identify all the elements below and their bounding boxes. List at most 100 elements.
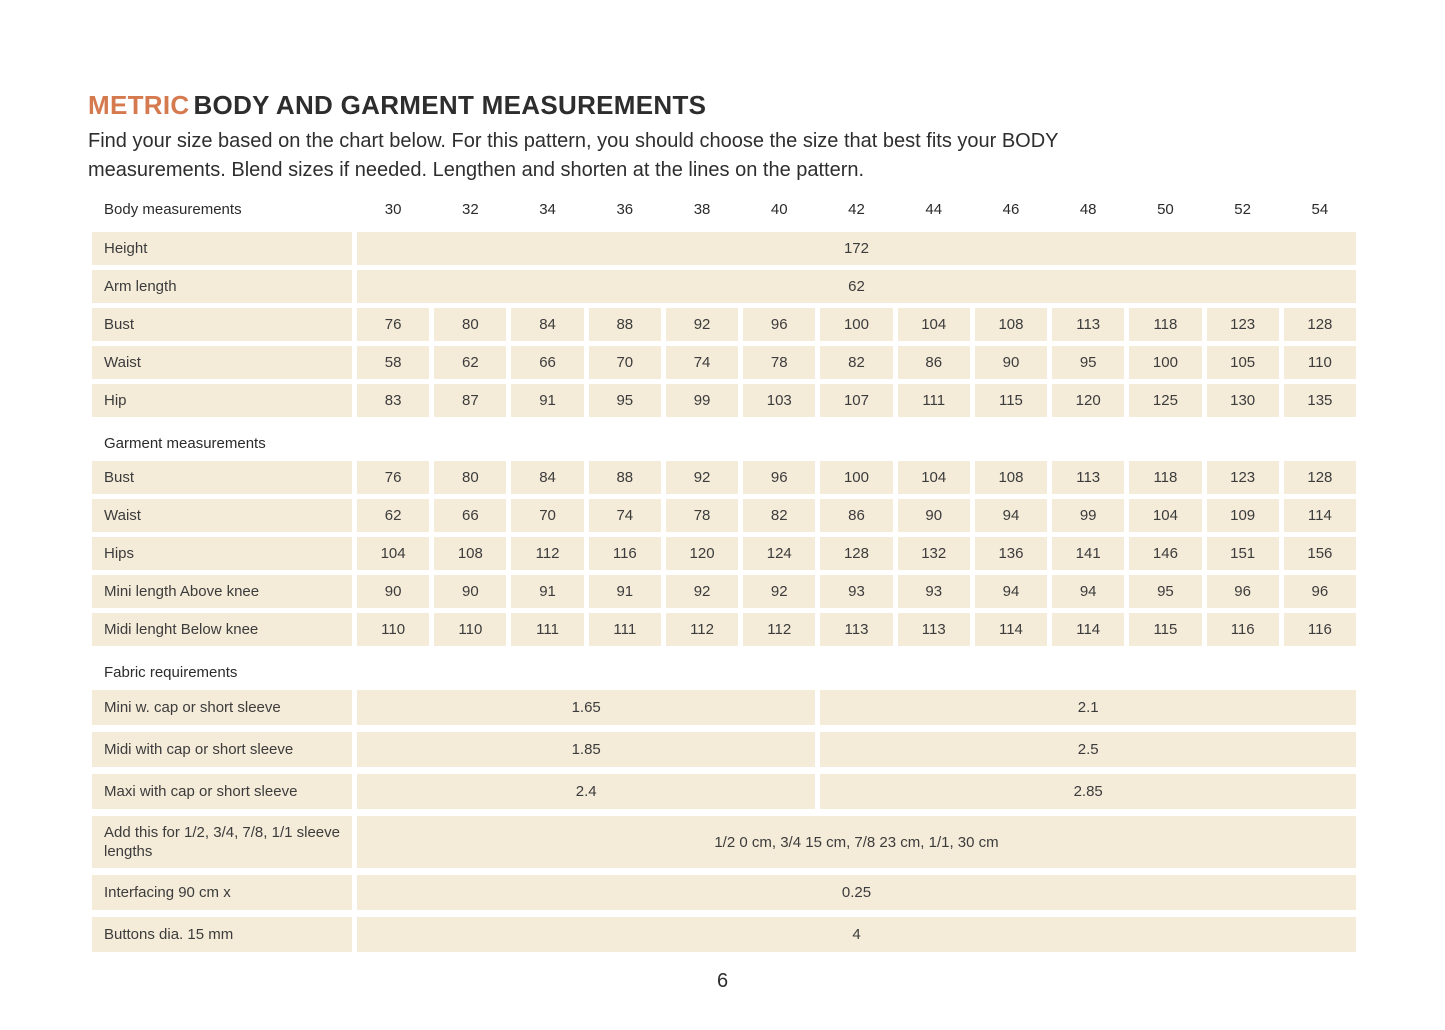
table-cell: 108 — [974, 461, 1048, 494]
size-column-header: 46 — [1002, 200, 1020, 218]
table-cell: 94 — [974, 499, 1048, 532]
row-label: Midi with cap or short sleeve — [92, 732, 352, 767]
size-column-header: 34 — [539, 200, 556, 218]
table-cell: 70 — [511, 499, 584, 532]
table-cell: 93 — [897, 575, 970, 608]
table-row-height: Height 172 — [92, 232, 1356, 265]
table-cell: 96 — [1283, 575, 1356, 608]
table-row-body-bust: Bust 76 80 84 88 92 96 100 104 108 113 118 123 128 — [92, 308, 1356, 341]
table-row-garment-bust: Bust 76 80 84 88 92 96 100 104 108 113 118 123 128 — [92, 461, 1356, 494]
table-cell: 88 — [588, 308, 661, 341]
table-cell: 135 — [1283, 384, 1356, 417]
page-number: 6 — [716, 970, 729, 992]
table-row-buttons: Buttons dia. 15 mm 4 — [92, 917, 1356, 952]
table-cell: 128 — [1283, 308, 1356, 341]
table-cell: 90 — [897, 499, 970, 532]
table-cell: 66 — [511, 346, 584, 379]
table-cell: 82 — [743, 499, 816, 532]
table-cell: 86 — [897, 346, 970, 379]
table-cell: 74 — [665, 346, 739, 379]
row-label: Hips — [92, 537, 352, 570]
table-cell: 118 — [1129, 308, 1202, 341]
table-cell-span-left: 1.85 — [357, 732, 816, 767]
size-column-header: 54 — [1311, 200, 1329, 218]
table-cell: 74 — [588, 499, 661, 532]
table-cell: 100 — [820, 308, 893, 341]
table-row-interfacing: Interfacing 90 cm x 0.25 — [92, 875, 1356, 910]
table-cell: 87 — [434, 384, 507, 417]
table-cell: 58 — [357, 346, 430, 379]
table-cell: 111 — [897, 384, 970, 417]
table-cell: 66 — [434, 499, 507, 532]
table-cell: 103 — [743, 384, 816, 417]
table-cell: 141 — [1052, 537, 1125, 570]
section-header-garment: Garment measurements — [104, 435, 266, 452]
table-cell: 111 — [511, 613, 584, 646]
size-column-header: 42 — [848, 200, 865, 218]
row-label: Interfacing 90 cm x — [92, 875, 352, 910]
table-cell: 115 — [974, 384, 1048, 417]
size-column-header: 30 — [384, 200, 402, 218]
table-cell: 96 — [1206, 575, 1279, 608]
row-label: Hip — [92, 384, 352, 417]
table-cell: 110 — [357, 613, 430, 646]
table-cell: 83 — [357, 384, 430, 417]
table-cell: 116 — [1206, 613, 1279, 646]
table-cell: 115 — [1129, 613, 1202, 646]
table-cell: 113 — [820, 613, 893, 646]
row-label: Add this for 1/2, 3/4, 7/8, 1/1 sleeve l… — [92, 816, 352, 868]
table-cell: 70 — [588, 346, 661, 379]
table-cell-span: 172 — [357, 232, 1356, 265]
table-row-garment-hips: Hips 104 108 112 116 120 124 128 132 136 141 146 15… — [92, 537, 1356, 570]
table-cell-span: 62 — [357, 270, 1356, 303]
table-cell-span: 0.25 — [357, 875, 1356, 910]
table-cell: 76 — [357, 461, 430, 494]
table-cell: 92 — [743, 575, 816, 608]
table-cell-span-right: 2.1 — [820, 690, 1356, 725]
size-column-header: 52 — [1234, 200, 1251, 218]
table-cell: 86 — [820, 499, 893, 532]
table-cell: 78 — [665, 499, 739, 532]
table-cell: 124 — [743, 537, 816, 570]
table-cell: 94 — [1052, 575, 1125, 608]
table-cell: 100 — [820, 461, 893, 494]
row-label: Height — [92, 232, 352, 265]
table-cell: 146 — [1129, 537, 1202, 570]
table-cell: 120 — [1052, 384, 1125, 417]
row-label: Midi lenght Below knee — [92, 613, 352, 646]
row-label: Mini length Above knee — [92, 575, 352, 608]
table-cell: 114 — [1052, 613, 1125, 646]
size-column-header: 50 — [1157, 200, 1174, 218]
table-cell: 123 — [1206, 461, 1279, 494]
table-cell: 90 — [357, 575, 430, 608]
row-label: Buttons dia. 15 mm — [92, 917, 352, 952]
size-column-header: 48 — [1079, 200, 1097, 218]
table-cell: 104 — [357, 537, 430, 570]
table-row-fabric-midi: Midi with cap or short sleeve 1.85 2.5 — [92, 732, 1356, 767]
table-cell: 114 — [974, 613, 1048, 646]
intro-paragraph: Find your size based on the chart below.… — [88, 127, 1357, 185]
table-cell: 104 — [897, 461, 970, 494]
table-row-midi-length: Midi lenght Below knee 110 110 111 111 112 11… — [92, 613, 1356, 646]
size-column-header: 32 — [461, 200, 479, 218]
table-cell: 128 — [1283, 461, 1356, 494]
table-row-garment-waist: Waist 62 66 70 74 78 82 86 90 94 99 104 109 114 — [92, 499, 1356, 532]
intro-line-1: Find your size based on the chart below.… — [88, 130, 1059, 152]
table-row-mini-length: Mini length Above knee 90 90 91 91 92 92 93 93 9… — [92, 575, 1356, 608]
table-header-row: Body measurements 30 32 34 36 38 40 42 44 46 48 50… — [92, 195, 1356, 223]
table-cell: 108 — [434, 537, 507, 570]
table-cell: 110 — [1283, 346, 1356, 379]
table-cell: 84 — [511, 308, 584, 341]
row-label: Maxi with cap or short sleeve — [92, 774, 352, 809]
table-cell: 104 — [897, 308, 970, 341]
size-column-header: 44 — [925, 200, 943, 218]
table-row-fabric-mini: Mini w. cap or short sleeve 1.65 2.1 — [92, 690, 1356, 725]
table-cell: 84 — [511, 461, 584, 494]
table-header-label: Body measurements — [104, 200, 242, 218]
table-cell: 82 — [820, 346, 893, 379]
table-cell: 105 — [1206, 346, 1279, 379]
table-cell: 112 — [743, 613, 816, 646]
table-cell: 100 — [1129, 346, 1202, 379]
table-cell: 109 — [1206, 499, 1279, 532]
table-cell: 90 — [434, 575, 507, 608]
